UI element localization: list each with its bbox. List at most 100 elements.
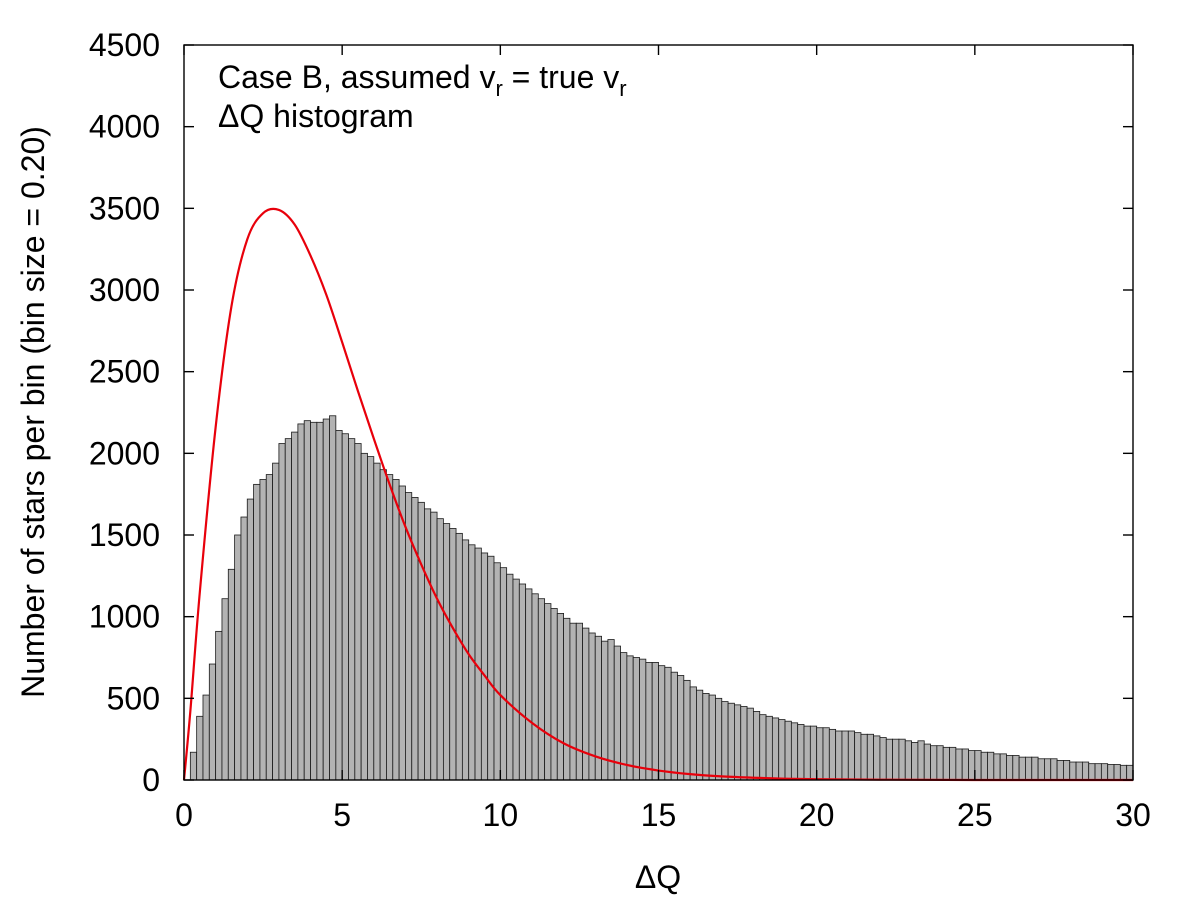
- histogram-bar: [284, 438, 292, 781]
- x-tick-label: 15: [641, 797, 677, 833]
- histogram-bar: [582, 627, 590, 781]
- histogram-bar: [518, 583, 527, 781]
- histogram-bar: [746, 707, 754, 781]
- histogram-bar: [411, 497, 419, 781]
- y-tick-label: 1000: [89, 599, 160, 635]
- histogram-bar: [822, 727, 830, 781]
- axis-ticks: [183, 44, 1134, 781]
- histogram-bars: [189, 415, 1134, 781]
- histogram-bar: [841, 730, 849, 781]
- histogram-bar: [278, 443, 286, 781]
- histogram-bar: [208, 663, 217, 781]
- histogram-bar: [626, 655, 634, 781]
- histogram-bar: [265, 474, 273, 781]
- histogram-bar: [759, 714, 767, 781]
- histogram-bar: [360, 452, 368, 781]
- histogram-bar: [436, 518, 444, 781]
- histogram-bar: [221, 598, 229, 781]
- histogram-bar: [575, 622, 583, 781]
- histogram-bar: [449, 528, 457, 781]
- histogram-bar: [329, 415, 337, 781]
- histogram-bar: [835, 730, 843, 781]
- histogram-bar: [525, 588, 533, 781]
- y-tick-label: 4000: [89, 109, 160, 145]
- histogram-bar: [885, 738, 893, 781]
- histogram-bar: [544, 603, 552, 781]
- histogram-bar: [955, 748, 963, 781]
- histogram-bar: [923, 743, 931, 781]
- model-curve-line: [182, 207, 1133, 782]
- histogram-bar: [651, 662, 659, 781]
- y-tick-label: 3000: [89, 272, 160, 308]
- histogram-bar: [1037, 758, 1045, 781]
- histogram-bar: [215, 630, 223, 781]
- histogram-bar: [1075, 761, 1083, 781]
- histogram-bar: [987, 751, 995, 781]
- histogram-bar: [354, 443, 362, 781]
- histogram-bar: [424, 508, 432, 781]
- histogram-bar: [461, 539, 470, 781]
- histogram-bar: [189, 751, 198, 781]
- histogram-bar: [259, 479, 267, 781]
- histogram-bar: [727, 702, 735, 781]
- histogram-bar: [670, 671, 678, 781]
- histogram-bar: [272, 462, 280, 781]
- histogram-bar: [303, 420, 311, 781]
- histogram-bar: [828, 728, 837, 781]
- histogram-bar: [569, 622, 577, 781]
- histogram-bar: [639, 658, 647, 781]
- histogram-bar: [1126, 764, 1134, 781]
- y-tick-label: 2000: [89, 435, 160, 471]
- histogram-bar: [1018, 756, 1026, 781]
- y-tick-label: 0: [142, 762, 160, 798]
- histogram-bar: [613, 645, 621, 781]
- histogram-bar: [860, 733, 868, 781]
- histogram-bar: [917, 740, 925, 781]
- histogram-bar: [240, 516, 248, 781]
- histogram-bar: [866, 733, 875, 781]
- histogram-bar: [797, 724, 805, 781]
- histogram-bar: [1050, 758, 1058, 781]
- histogram-bar: [930, 745, 938, 781]
- histogram-bar: [942, 746, 950, 781]
- histogram-bar: [620, 652, 628, 781]
- histogram-bar: [1088, 763, 1096, 781]
- histogram-bar: [1025, 756, 1033, 781]
- histogram-bar: [398, 485, 406, 781]
- histogram-bar: [227, 568, 236, 781]
- histogram-bar: [911, 742, 919, 781]
- histogram-bar: [854, 732, 862, 781]
- histogram-bar: [531, 593, 539, 781]
- histogram-bar: [563, 617, 571, 781]
- histogram-bar: [715, 697, 723, 781]
- histogram-bar: [778, 719, 786, 781]
- annotation-line-2: ΔQ histogram: [218, 98, 414, 134]
- y-axis-label: Number of stars per bin (bin size = 0.20…: [15, 126, 51, 698]
- histogram-bar: [367, 456, 375, 781]
- histogram-bar: [310, 421, 318, 781]
- histogram-bar: [1006, 755, 1014, 781]
- histogram-bar: [1069, 761, 1077, 781]
- histogram-bar: [816, 727, 824, 781]
- histogram-bar: [873, 735, 881, 781]
- histogram-bar: [316, 421, 324, 781]
- histogram-bar: [386, 474, 394, 781]
- histogram-bar: [442, 523, 451, 781]
- histogram-bar: [702, 693, 710, 781]
- histogram-bar: [588, 632, 596, 781]
- histogram-bar: [335, 430, 343, 781]
- histogram-bar: [297, 423, 305, 781]
- histogram-bar: [379, 469, 387, 781]
- histogram-bar: [696, 689, 704, 781]
- histogram-bar: [234, 534, 242, 781]
- y-tick-label: 3500: [89, 190, 160, 226]
- histogram-bar: [1031, 756, 1039, 781]
- histogram-bar: [430, 511, 438, 781]
- histogram-bar: [291, 431, 299, 781]
- histogram-bar: [753, 711, 761, 781]
- annotation-line-1: Case B, assumed vr = true vr: [218, 59, 627, 101]
- x-tick-label: 0: [175, 797, 193, 833]
- histogram-bar: [658, 665, 666, 781]
- histogram-bar: [455, 532, 463, 781]
- histogram-bar: [322, 418, 330, 781]
